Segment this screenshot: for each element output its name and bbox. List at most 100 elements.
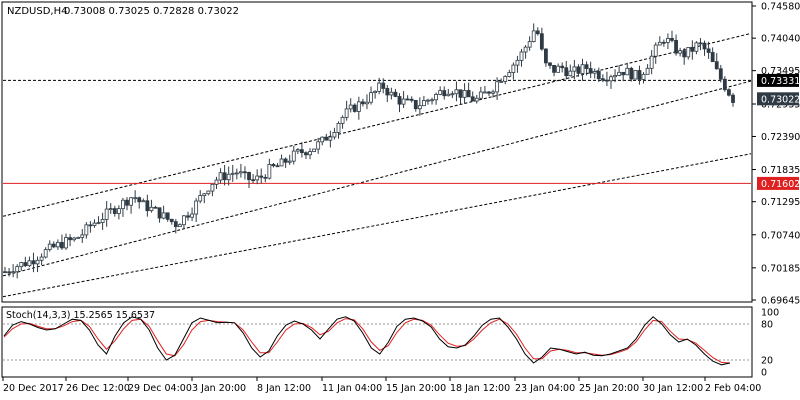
time-axis-label: 2 Feb 04:00 <box>705 383 761 394</box>
candle-body <box>304 152 308 156</box>
candle-body <box>251 179 255 182</box>
candle-body <box>332 132 337 138</box>
candle-body <box>605 79 609 82</box>
candle-body <box>3 271 7 274</box>
candle-body <box>80 234 85 238</box>
candle-body <box>381 82 386 89</box>
candle-body <box>279 158 284 167</box>
candle-body <box>92 222 97 226</box>
candle-body <box>259 175 264 178</box>
candle-body <box>51 243 56 248</box>
candle-body <box>413 99 418 110</box>
candle-body <box>214 179 219 185</box>
candle-body <box>230 172 235 175</box>
candlesticks <box>3 23 735 279</box>
candle-body <box>539 33 544 50</box>
horizontal-levels <box>3 79 751 184</box>
candle-body <box>7 271 11 274</box>
candle-body <box>226 173 231 181</box>
price-axis: 0.745800.740400.734950.729350.723900.718… <box>752 2 800 307</box>
candle-body <box>324 136 329 141</box>
candle-body <box>19 262 24 268</box>
candle-body <box>47 243 52 251</box>
candle-body <box>218 172 223 181</box>
candle-body <box>206 190 211 195</box>
candle-body <box>397 96 402 105</box>
price-axis-label: 0.71835 <box>761 165 800 176</box>
candle-body <box>112 208 117 214</box>
candle-body <box>344 108 349 118</box>
candle-body <box>454 89 459 95</box>
candle-body <box>255 175 260 181</box>
candle-body <box>544 48 548 64</box>
price-axis-label: 0.74040 <box>761 34 800 45</box>
price-tag-box <box>757 176 799 190</box>
candle-body <box>698 42 703 45</box>
candle-body <box>592 71 597 74</box>
candle-body <box>27 260 32 267</box>
price-axis-label: 0.74580 <box>761 2 800 13</box>
candle-body <box>186 215 190 218</box>
candle-body <box>718 68 723 80</box>
candle-body <box>495 81 500 93</box>
candle-body <box>531 30 536 42</box>
candle-body <box>60 242 64 249</box>
candle-body <box>169 218 174 223</box>
candle-body <box>633 70 638 80</box>
candle-body <box>385 88 390 96</box>
candle-body <box>694 42 699 52</box>
candle-body <box>133 197 138 200</box>
price-tag-label: 0.71602 <box>761 179 800 190</box>
candle-body <box>722 78 727 91</box>
time-axis-label: 20 Dec 2017 <box>3 383 64 394</box>
candle-body <box>116 208 121 214</box>
candle-body <box>104 208 109 220</box>
candle-body <box>275 165 280 168</box>
candle-body <box>356 101 361 112</box>
candle-body <box>72 237 77 241</box>
candle-body <box>678 50 683 54</box>
time-axis-label: 11 Jan 04:00 <box>322 383 382 394</box>
stoch-level-label: 0 <box>761 368 767 379</box>
price-axis-label: 0.70185 <box>761 263 800 274</box>
ohlc-values: 0.73008 0.73025 0.72828 0.73022 <box>64 6 239 17</box>
candle-body <box>576 66 581 74</box>
candle-body <box>491 91 495 94</box>
candle-body <box>556 65 561 73</box>
candle-body <box>365 101 369 105</box>
candle-body <box>149 206 154 212</box>
price-axis-label: 0.69645 <box>761 296 800 307</box>
candle-body <box>405 98 410 101</box>
candle-body <box>283 158 288 163</box>
candle-body <box>483 91 487 94</box>
candle-body <box>173 221 178 228</box>
price-axis-label: 0.73495 <box>761 66 800 77</box>
candle-body <box>714 61 719 70</box>
stoch-level-label: 80 <box>761 320 773 331</box>
candle-body <box>373 90 378 94</box>
candle-body <box>161 212 166 219</box>
candle-body <box>295 149 300 152</box>
candle-body <box>177 224 182 228</box>
price-tag-label: 0.73022 <box>761 94 800 105</box>
candle-body <box>198 195 203 202</box>
candle-body <box>287 160 292 163</box>
price-tag-box <box>757 73 799 87</box>
candle-body <box>446 93 451 97</box>
candle-body <box>706 48 711 53</box>
time-axis-label: 29 Dec 04:00 <box>128 383 192 394</box>
chart-symbol: NZDUSD,H4 <box>7 6 67 17</box>
candle-body <box>702 42 707 50</box>
trend-line-3 <box>2 153 752 298</box>
candle-body <box>466 90 471 98</box>
price-tag-box <box>757 92 799 106</box>
candle-body <box>417 105 422 110</box>
main-chart-frame <box>1 1 753 303</box>
candle-body <box>458 89 463 98</box>
candle-body <box>572 66 577 72</box>
candle-body <box>234 172 239 175</box>
candle-body <box>100 218 105 223</box>
